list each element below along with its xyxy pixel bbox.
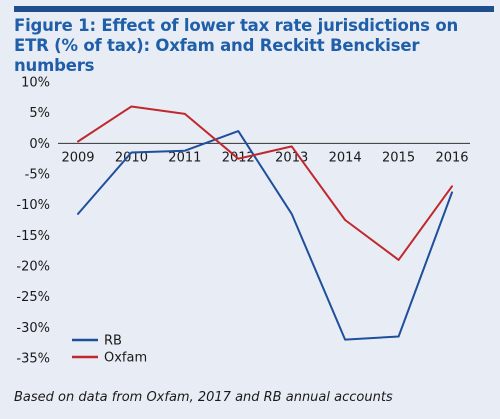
legend-label: Oxfam bbox=[104, 351, 147, 366]
chart-title: Figure 1: Effect of lower tax rate juris… bbox=[14, 16, 459, 75]
x-tick-label: 2011 bbox=[168, 150, 201, 165]
y-tick-label: -20% bbox=[16, 260, 50, 275]
y-axis-tick-labels: 10% 5% 0% -5% -10% -15% -20% -25% -30% -35% bbox=[16, 76, 50, 367]
x-tick-label: 2014 bbox=[329, 150, 362, 165]
y-tick-label: -35% bbox=[16, 352, 50, 367]
y-tick-label: -30% bbox=[16, 321, 50, 336]
x-axis-tick-labels: 2009 2010 2011 2012 2013 2014 2015 2016 bbox=[61, 150, 468, 165]
x-tick-label: 2013 bbox=[275, 150, 308, 165]
x-tick-label: 2009 bbox=[61, 150, 94, 165]
x-tick-label: 2016 bbox=[435, 150, 468, 165]
y-tick-label: 10% bbox=[21, 76, 50, 91]
x-tick-label: 2015 bbox=[382, 150, 415, 165]
legend-label: RB bbox=[104, 334, 122, 349]
title-top-bar bbox=[14, 6, 494, 12]
y-tick-label: -5% bbox=[25, 168, 50, 183]
chart-legend: RB Oxfam bbox=[72, 334, 147, 366]
y-tick-label: -10% bbox=[16, 198, 50, 213]
y-tick-label: 0% bbox=[29, 137, 50, 152]
y-tick-label: 5% bbox=[29, 106, 50, 121]
series-line-oxfam bbox=[77, 105, 453, 261]
y-tick-label: -25% bbox=[16, 290, 50, 305]
source-caption: Based on data from Oxfam, 2017 and RB an… bbox=[14, 390, 393, 405]
y-tick-label: -15% bbox=[16, 229, 50, 244]
series-line-rb bbox=[77, 130, 453, 341]
series-lines bbox=[77, 105, 453, 341]
